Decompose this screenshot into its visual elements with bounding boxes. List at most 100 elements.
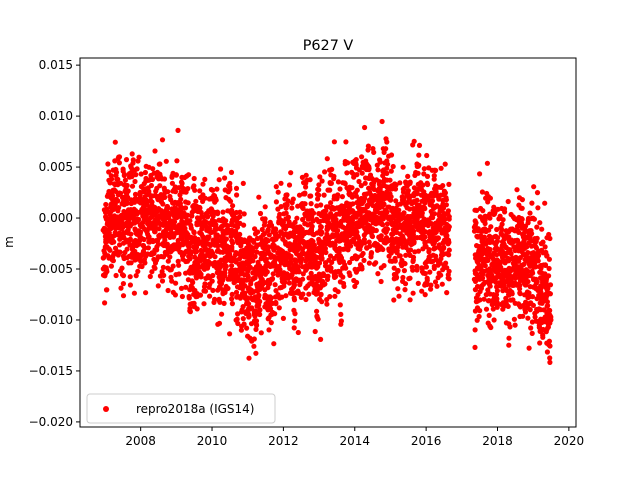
data-point <box>311 252 317 258</box>
data-point <box>182 205 189 211</box>
x-tick-label: 2008 <box>125 434 156 448</box>
data-point <box>340 180 346 186</box>
data-point <box>384 139 390 145</box>
data-point <box>116 249 123 255</box>
data-point <box>359 154 365 160</box>
data-point <box>423 264 429 270</box>
data-point <box>273 184 279 190</box>
data-point <box>210 187 216 193</box>
data-point <box>268 276 274 283</box>
data-point <box>257 210 264 217</box>
data-point <box>108 201 114 207</box>
data-point <box>347 209 354 215</box>
data-point <box>163 230 169 236</box>
data-point <box>261 222 267 228</box>
data-point <box>158 253 164 260</box>
x-tick-label: 2012 <box>268 434 299 448</box>
data-point <box>442 190 448 196</box>
x-tick-label: 2020 <box>554 434 585 448</box>
data-point <box>172 292 178 298</box>
data-point <box>401 260 408 266</box>
data-point <box>266 306 272 312</box>
data-point <box>436 270 442 276</box>
data-point <box>472 327 478 333</box>
data-point <box>283 293 289 299</box>
data-point <box>143 175 149 182</box>
data-point <box>506 342 512 348</box>
data-point <box>224 286 230 292</box>
data-point <box>410 254 417 260</box>
data-point <box>291 295 297 301</box>
data-point <box>477 308 483 314</box>
data-point <box>245 311 252 317</box>
data-point <box>340 236 346 243</box>
data-point <box>386 237 392 243</box>
data-point <box>124 200 130 206</box>
data-point <box>156 226 162 232</box>
data-point <box>503 298 509 304</box>
data-point <box>212 199 218 205</box>
data-point <box>130 160 136 166</box>
data-point <box>289 205 295 211</box>
data-point <box>401 210 407 216</box>
data-point <box>522 309 529 315</box>
data-point <box>397 180 403 186</box>
data-point <box>290 290 296 296</box>
data-point <box>361 191 367 197</box>
data-point <box>479 276 485 282</box>
data-point <box>339 194 345 200</box>
data-point <box>369 181 375 187</box>
data-point <box>371 149 377 155</box>
data-point <box>116 154 123 160</box>
data-point <box>149 269 155 275</box>
data-point <box>212 254 218 260</box>
data-point <box>479 189 485 195</box>
data-point <box>316 260 323 266</box>
data-point <box>125 207 132 213</box>
data-point <box>136 154 142 160</box>
data-point <box>421 171 427 177</box>
chart-title: P627 V <box>303 38 354 54</box>
data-point <box>198 274 204 280</box>
data-point <box>422 206 428 212</box>
data-point <box>499 227 505 233</box>
data-point <box>279 294 285 300</box>
data-point <box>315 278 321 284</box>
data-point <box>434 283 440 289</box>
data-point <box>414 216 420 222</box>
data-point <box>273 288 279 294</box>
data-point <box>133 273 139 279</box>
data-point <box>284 202 290 208</box>
data-point <box>312 258 318 264</box>
data-point <box>115 205 121 211</box>
data-point <box>168 267 174 273</box>
data-point <box>410 232 416 238</box>
data-point <box>318 224 324 230</box>
data-point <box>440 250 446 257</box>
data-point <box>388 168 394 174</box>
data-point <box>509 289 515 295</box>
data-point <box>531 216 538 222</box>
data-point <box>337 220 343 226</box>
data-point <box>393 248 399 254</box>
data-point <box>265 316 271 322</box>
data-point <box>502 209 508 215</box>
data-point <box>304 242 310 248</box>
data-point <box>197 204 203 211</box>
data-point <box>119 226 125 232</box>
data-point <box>191 208 197 214</box>
data-point <box>487 195 493 201</box>
data-point <box>108 173 114 179</box>
data-point <box>149 176 156 183</box>
data-point <box>132 178 138 185</box>
data-point <box>438 165 444 171</box>
data-point <box>331 139 337 145</box>
data-point <box>445 238 451 244</box>
data-point <box>259 226 265 233</box>
data-point <box>283 210 289 216</box>
data-point <box>344 159 350 166</box>
data-point <box>525 268 531 274</box>
data-point <box>145 245 151 251</box>
data-point <box>517 286 523 292</box>
data-point <box>424 277 430 283</box>
